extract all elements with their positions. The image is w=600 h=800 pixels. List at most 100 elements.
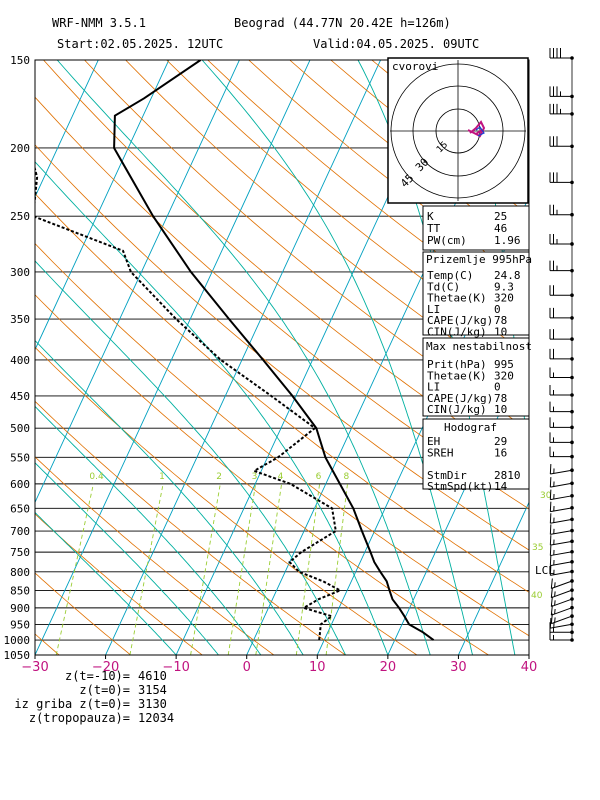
mixing-ratio-label: 2 xyxy=(216,472,222,482)
moist-adiabat-line xyxy=(35,511,177,655)
pressure-tick-label: 900 xyxy=(10,602,30,615)
hodo-value: 2810 xyxy=(494,469,521,482)
barb-dot xyxy=(570,579,574,583)
dry-adiabat-line xyxy=(35,242,529,637)
mixing-ratio-line xyxy=(325,483,348,655)
mixing-ratio-label: 1 xyxy=(159,472,165,482)
hodo-label: StmSpd(kt) xyxy=(427,480,493,493)
dry-adiabat-line xyxy=(35,193,529,593)
moist-adiabat-label: 40 xyxy=(531,591,543,601)
barb-flag xyxy=(549,555,552,566)
hodo-value: 14 xyxy=(494,480,508,493)
station-title: Beograd (44.77N 20.42E h=126m) xyxy=(234,16,451,30)
pressure-tick-label: 250 xyxy=(10,210,30,223)
max-label: CIN(J/kg) xyxy=(427,403,487,416)
index-label: TT xyxy=(427,222,441,235)
hodo-title: Hodograf xyxy=(444,421,497,434)
dry-adiabat-line xyxy=(289,60,529,249)
freezing-value: 3130 xyxy=(138,697,167,711)
pressure-axis: 150 200 250 300 350 400 450 500 550 600 650 700 750 8… xyxy=(4,54,31,662)
hodograph-trace xyxy=(467,120,486,138)
isotherm-line xyxy=(246,60,523,655)
freezing-value: 4610 xyxy=(138,669,167,683)
dry-adiabat-line xyxy=(35,513,203,655)
stats-panel: K 25 TT 46 PW(cm) 1.96 Prizemlje 995hPa Temp(C)… xyxy=(422,205,532,493)
start-time: Start:02.05.2025. 12UTC xyxy=(57,37,223,51)
hodograph-trace-low xyxy=(475,126,485,137)
mixing-ratio-label: 8 xyxy=(344,472,350,482)
freezing-value: 12034 xyxy=(138,711,174,725)
mixing-ratio-line xyxy=(227,483,257,655)
barb-dot xyxy=(570,630,574,635)
hodo-label: EH xyxy=(427,435,440,448)
index-value: 46 xyxy=(494,222,507,235)
max-box xyxy=(422,337,530,417)
barb-flag xyxy=(549,501,552,512)
dry-adiabat-line xyxy=(35,572,131,655)
pressure-tick-label: 850 xyxy=(10,584,30,597)
temperature-tick-label: 30 xyxy=(450,660,467,675)
pressure-tick-label: 950 xyxy=(10,618,30,631)
barb-flag xyxy=(549,489,552,500)
hodograph-ring-30 xyxy=(412,85,504,177)
mixing-ratio-label: 4 xyxy=(278,472,284,482)
isotherm-line xyxy=(458,501,529,655)
freezing-label: iz griba z(t=0)= xyxy=(14,697,130,711)
pressure-tick-label: 300 xyxy=(10,266,30,279)
dry-adiabat-line xyxy=(35,456,275,655)
valid-time: Valid:04.05.2025. 09UTC xyxy=(313,37,479,51)
barb-dot xyxy=(570,506,574,510)
hodo-label: StmDir xyxy=(427,469,467,482)
max-label: CAPE(J/kg) xyxy=(427,392,493,405)
barb-dot xyxy=(570,242,574,246)
barb-flag xyxy=(550,587,553,598)
barb-dot xyxy=(570,375,574,380)
max-value: 320 xyxy=(494,369,514,382)
pressure-tick-label: 650 xyxy=(10,502,30,515)
barb-flag xyxy=(554,600,556,606)
freezing-value: 3154 xyxy=(138,683,167,697)
hodo-label: SREH xyxy=(427,446,454,459)
index-label: PW(cm) xyxy=(427,234,467,247)
mixing-ratio-line xyxy=(295,483,321,655)
pressure-tick-label: 500 xyxy=(10,422,30,435)
mixing-ratio-label: 3 xyxy=(252,472,258,482)
barb-flag xyxy=(554,591,556,597)
hodo-box xyxy=(422,418,530,490)
barb-flag xyxy=(554,608,556,615)
barb-dot xyxy=(570,144,574,149)
max-label: Thetae(K) xyxy=(427,369,487,382)
pressure-tick-label: 450 xyxy=(10,390,30,403)
surface-value: 0 xyxy=(494,303,501,316)
index-label: K xyxy=(427,210,434,223)
barb-flag xyxy=(549,513,552,524)
temperature-tick-label: −20 xyxy=(92,660,119,675)
dewpoint-profile xyxy=(35,165,343,641)
temperature-axis: −30 −20 −10 0 10 20 30 40 xyxy=(21,655,537,675)
temperature-tick-label: 20 xyxy=(380,660,397,675)
pressure-tick-label: 1000 xyxy=(4,634,31,647)
dry-adiabat-line xyxy=(166,60,529,356)
surface-value: 320 xyxy=(494,292,514,305)
hodograph: 15 30 45 cvorovi xyxy=(387,57,529,204)
barb-flag xyxy=(549,464,552,475)
moist-adiabat-line xyxy=(35,260,346,655)
barb-dot xyxy=(570,597,574,601)
max-value: 78 xyxy=(494,392,507,405)
index-value: 25 xyxy=(494,210,507,223)
barb-flag xyxy=(549,535,552,546)
barb-flag xyxy=(549,477,552,488)
moist-adiabat-line xyxy=(35,339,304,655)
barb-dot xyxy=(570,454,574,459)
surface-value: 78 xyxy=(494,314,507,327)
temperature-tick-label: 0 xyxy=(243,660,251,675)
surface-label: CAPE(J/kg) xyxy=(427,314,493,327)
isotherm-line xyxy=(528,653,529,655)
isotherm-line xyxy=(35,60,240,504)
barb-flag xyxy=(549,524,552,535)
barb-dot xyxy=(570,425,574,430)
isotherm-line xyxy=(35,60,170,351)
mixing-ratio-label: 0.4 xyxy=(89,472,104,482)
barb-flag xyxy=(554,582,556,588)
